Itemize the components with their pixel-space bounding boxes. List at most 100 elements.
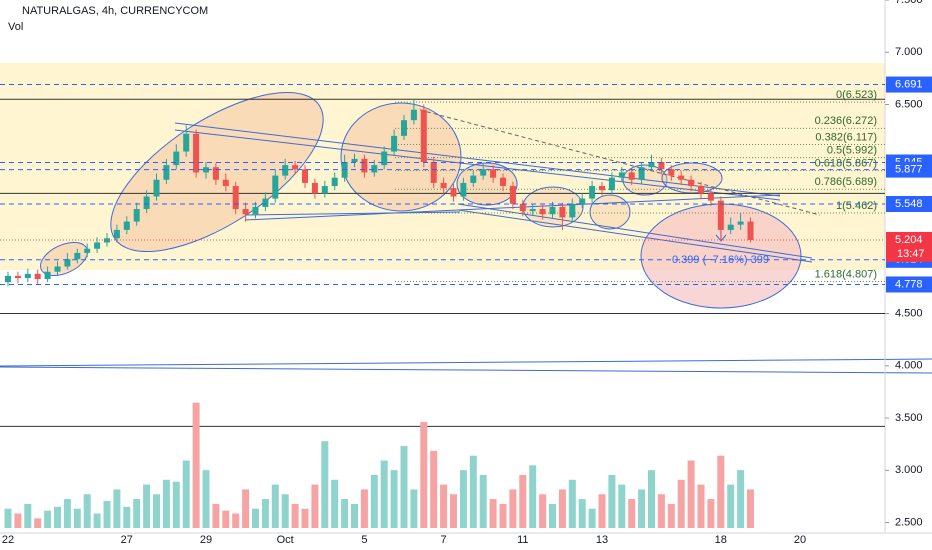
candle-body	[203, 167, 209, 173]
volume-bar	[638, 489, 646, 528]
trendline	[457, 209, 813, 263]
candle-body	[549, 206, 556, 215]
volume-bar	[34, 518, 42, 528]
volume-bar	[717, 455, 725, 528]
volume-bar	[133, 499, 141, 528]
candle-body	[707, 193, 714, 201]
candle-body	[747, 221, 754, 240]
fib-label: 1(5.462)	[836, 200, 877, 212]
candle-body	[351, 158, 358, 162]
candle-body	[668, 169, 675, 176]
volume-bar	[291, 503, 299, 528]
candle-body	[658, 161, 665, 170]
candle-body	[727, 224, 734, 230]
price-label: 5.877	[895, 164, 923, 176]
x-tick-label: 29	[200, 534, 212, 546]
candle-body	[529, 209, 536, 212]
x-tick-label: 5	[361, 534, 367, 546]
volume-bar	[93, 513, 101, 528]
y-tick-label: 7.000	[895, 46, 923, 58]
price-label: 5.548	[895, 198, 923, 210]
volume-bar	[73, 508, 81, 528]
candle-body	[173, 151, 180, 166]
volume-bar	[608, 474, 616, 528]
candle-body	[628, 172, 635, 180]
candle-body	[64, 259, 71, 267]
y-tick-label: 4.000	[895, 360, 923, 372]
candle-body	[371, 165, 378, 173]
volume-bar	[489, 499, 497, 528]
volume-bar	[242, 489, 250, 528]
volume-bar	[677, 479, 685, 528]
volume-bar	[331, 479, 339, 528]
volume-bar	[351, 503, 358, 528]
price-label-box	[886, 196, 932, 213]
candle-body	[737, 221, 744, 225]
volume-bar	[4, 508, 12, 528]
candle-body	[608, 177, 615, 191]
volume-bar	[103, 501, 111, 528]
volume-bar	[588, 508, 596, 528]
candle-body	[391, 135, 398, 152]
price-label-box	[886, 276, 932, 293]
volume-bar	[370, 474, 378, 528]
candle-body	[232, 186, 239, 210]
candle-body	[440, 182, 447, 189]
candle-body	[519, 203, 526, 212]
candle-body	[361, 158, 368, 173]
candle-body	[638, 167, 645, 180]
volume-bar	[261, 499, 269, 528]
candle-body	[163, 165, 170, 180]
volume-bar	[63, 499, 71, 528]
volume-bar	[54, 506, 61, 528]
volume-bar	[162, 479, 170, 528]
candle-body	[242, 209, 249, 215]
trendline	[0, 358, 932, 367]
candle-body	[490, 169, 497, 178]
volume-bar	[539, 494, 547, 528]
candle-body	[44, 271, 51, 280]
candle-body	[539, 209, 546, 215]
x-tick-label: Oct	[277, 534, 294, 546]
candle-body	[648, 161, 655, 168]
y-tick-label: 4.500	[895, 307, 923, 319]
candle-body	[104, 238, 110, 243]
price-label-box	[886, 76, 932, 93]
fib-label: 0.382(6.117)	[815, 131, 877, 143]
volume-bar	[113, 489, 121, 528]
volume-bar	[469, 455, 477, 528]
volume-bar	[459, 470, 467, 528]
volume-bar	[628, 499, 636, 528]
volume-bar	[271, 484, 279, 528]
candle-body	[282, 165, 289, 176]
candle-body	[599, 186, 605, 191]
fib-label: 1.618(4.807)	[815, 268, 877, 280]
volume-bar	[222, 510, 230, 528]
volume-bar	[529, 465, 537, 528]
x-tick-label: 13	[596, 534, 608, 546]
volume-bar	[568, 479, 576, 528]
volume-bar	[212, 503, 220, 528]
volume-bar	[657, 494, 665, 528]
trendline	[457, 203, 813, 259]
ellipse	[40, 241, 88, 277]
volume-bar	[747, 489, 754, 528]
volume-bar	[618, 484, 626, 528]
y-tick-label: 7.500	[895, 0, 923, 6]
candle-body	[24, 273, 31, 278]
y-tick-label: 2.500	[895, 516, 923, 528]
candle-body	[470, 175, 477, 183]
candle-body	[14, 275, 21, 278]
candle-body	[420, 109, 427, 162]
fib-label: 0.236(6.272)	[815, 115, 877, 127]
volume-bar	[44, 510, 52, 528]
candle-body	[450, 188, 457, 197]
x-tick-label: 22	[2, 534, 14, 546]
volume-bar	[727, 484, 735, 528]
volume-bar	[499, 503, 507, 528]
volume-bar	[440, 484, 448, 528]
x-tick-label: 11	[517, 534, 528, 546]
candle-body	[480, 169, 487, 176]
trendline	[244, 211, 461, 216]
